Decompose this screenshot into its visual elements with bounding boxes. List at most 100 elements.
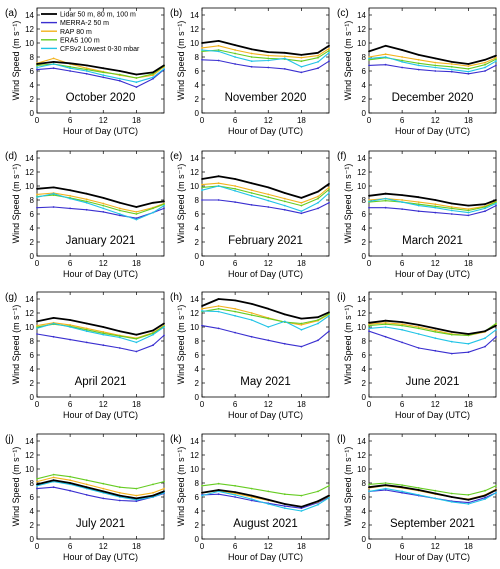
data-point <box>152 491 154 494</box>
x-tick-label: 6 <box>68 542 73 551</box>
data-point <box>234 56 237 58</box>
data-point <box>152 76 154 79</box>
panel-letter: (i) <box>337 292 346 303</box>
data-point <box>85 494 88 496</box>
axes-frame <box>368 291 497 398</box>
data-point <box>69 207 71 210</box>
data-point <box>135 341 138 344</box>
y-tick-label: 6 <box>195 210 200 219</box>
data-point <box>52 192 55 195</box>
data-point <box>201 307 203 310</box>
x-axis-label: Hour of Day (UTC) <box>395 269 470 279</box>
y-tick-label: 8 <box>195 479 200 488</box>
data-point <box>163 204 165 207</box>
y-tick-label: 8 <box>30 53 35 62</box>
data-point <box>317 190 319 193</box>
data-point <box>217 185 220 187</box>
data-point <box>434 61 437 64</box>
data-point <box>250 194 253 197</box>
data-point <box>300 212 303 215</box>
data-point <box>317 51 319 54</box>
data-point <box>217 40 220 42</box>
panel-letter: (g) <box>5 292 17 303</box>
y-tick-label: 12 <box>190 168 199 177</box>
y-tick-label: 0 <box>30 535 35 544</box>
data-point <box>234 52 237 55</box>
data-point <box>36 68 38 71</box>
data-point <box>434 497 437 500</box>
data-point <box>401 194 403 197</box>
legend-label: RAP 80 m <box>60 29 92 36</box>
data-point <box>118 209 121 212</box>
data-point <box>384 487 387 490</box>
data-point <box>69 482 71 484</box>
data-point <box>317 197 319 200</box>
data-point <box>201 49 203 51</box>
y-tick-label: 10 <box>357 182 366 191</box>
y-tick-label: 14 <box>190 154 199 163</box>
data-point <box>135 217 138 220</box>
y-tick-label: 4 <box>362 365 367 374</box>
y-tick-label: 10 <box>190 465 199 474</box>
y-tick-label: 12 <box>357 309 366 318</box>
data-point <box>417 494 420 496</box>
x-tick-label: 0 <box>35 116 40 125</box>
data-point <box>450 61 453 63</box>
y-tick-label: 2 <box>30 521 35 530</box>
series-line-2 <box>201 493 330 509</box>
y-tick-label: 10 <box>25 182 34 191</box>
data-point <box>434 492 437 495</box>
data-point <box>201 186 203 189</box>
data-point <box>283 493 286 496</box>
data-point <box>52 476 55 479</box>
data-point <box>36 63 38 65</box>
data-point <box>36 320 38 323</box>
data-point <box>102 197 105 199</box>
data-point <box>384 323 387 326</box>
data-point <box>234 496 237 498</box>
y-tick-label: 12 <box>190 25 199 34</box>
data-point <box>300 56 303 59</box>
data-point <box>283 503 286 505</box>
x-tick-label: 12 <box>264 400 273 409</box>
x-tick-label: 6 <box>400 116 405 125</box>
x-tick-label: 12 <box>99 259 108 268</box>
data-point <box>417 196 420 199</box>
x-tick-label: 18 <box>464 259 473 268</box>
data-point <box>152 71 154 74</box>
data-point <box>401 486 403 489</box>
data-point <box>467 214 470 217</box>
data-point <box>152 329 154 332</box>
data-point <box>328 314 330 317</box>
data-point <box>201 58 203 61</box>
data-point <box>495 204 497 207</box>
data-point <box>434 327 437 330</box>
data-point <box>495 491 497 494</box>
data-point <box>417 68 420 71</box>
data-point <box>467 334 470 337</box>
data-point <box>417 201 420 204</box>
data-point <box>283 68 286 70</box>
panel-title: June 2021 <box>406 376 460 388</box>
data-point <box>250 192 253 194</box>
data-point <box>484 345 486 348</box>
x-tick-label: 12 <box>264 116 273 125</box>
data-point <box>384 484 387 486</box>
data-point <box>163 480 165 483</box>
x-axis-label: Hour of Day (UTC) <box>63 552 138 562</box>
data-point <box>450 207 453 210</box>
data-point <box>234 314 237 317</box>
y-tick-label: 4 <box>30 81 35 90</box>
data-point <box>36 487 38 490</box>
y-tick-label: 2 <box>195 521 200 530</box>
data-point <box>69 67 71 70</box>
data-point <box>118 486 121 489</box>
legend-label: Lidar 50 m, 80 m, 100 m <box>60 12 136 19</box>
series-line-4 <box>201 308 330 325</box>
data-point <box>267 66 270 69</box>
data-point <box>201 199 203 201</box>
data-point <box>250 487 253 490</box>
data-point <box>495 489 497 491</box>
